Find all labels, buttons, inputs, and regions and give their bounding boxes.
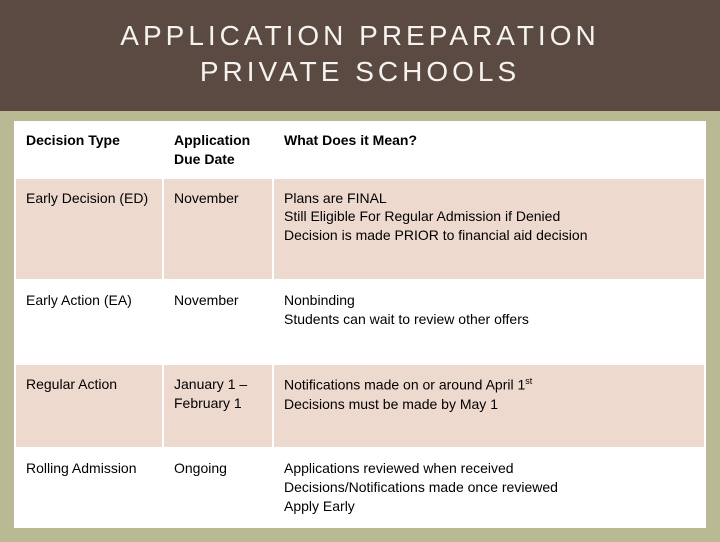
meaning-line: Nonbinding bbox=[284, 292, 355, 308]
meaning-line: Decisions must be made by May 1 bbox=[284, 396, 498, 412]
slide-header: APPLICATION PREPARATION PRIVATE SCHOOLS bbox=[0, 0, 720, 111]
table-row: Early Action (EA) November Nonbinding St… bbox=[15, 280, 705, 364]
meaning-line: Still Eligible For Regular Admission if … bbox=[284, 208, 560, 224]
col-header-decision-type: Decision Type bbox=[15, 122, 163, 178]
cell-meaning: Nonbinding Students can wait to review o… bbox=[273, 280, 705, 364]
cell-meaning: Applications reviewed when received Deci… bbox=[273, 448, 705, 527]
table-row: Regular Action January 1 – February 1 No… bbox=[15, 364, 705, 448]
meaning-line: Plans are FINAL bbox=[284, 190, 387, 206]
cell-decision-type: Rolling Admission bbox=[15, 448, 163, 527]
title-line-2: PRIVATE SCHOOLS bbox=[200, 56, 520, 87]
col-header-due-date: Application Due Date bbox=[163, 122, 273, 178]
meaning-line: Applications reviewed when received bbox=[284, 460, 514, 476]
cell-due-date: November bbox=[163, 178, 273, 281]
cell-due-date: January 1 – February 1 bbox=[163, 364, 273, 448]
col-header-meaning: What Does it Mean? bbox=[273, 122, 705, 178]
meaning-line: Students can wait to review other offers bbox=[284, 311, 529, 327]
meaning-superscript: st bbox=[525, 376, 532, 386]
content-area: Decision Type Application Due Date What … bbox=[0, 111, 720, 542]
table-row: Early Decision (ED) November Plans are F… bbox=[15, 178, 705, 281]
cell-decision-type: Early Action (EA) bbox=[15, 280, 163, 364]
cell-meaning: Notifications made on or around April 1s… bbox=[273, 364, 705, 448]
decision-types-table: Decision Type Application Due Date What … bbox=[14, 121, 706, 528]
cell-due-date: Ongoing bbox=[163, 448, 273, 527]
meaning-line: Apply Early bbox=[284, 498, 355, 514]
meaning-line: Decision is made PRIOR to financial aid … bbox=[284, 227, 587, 243]
cell-meaning: Plans are FINAL Still Eligible For Regul… bbox=[273, 178, 705, 281]
cell-decision-type: Regular Action bbox=[15, 364, 163, 448]
meaning-line: Decisions/Notifications made once review… bbox=[284, 479, 558, 495]
table-row: Rolling Admission Ongoing Applications r… bbox=[15, 448, 705, 527]
cell-due-date: November bbox=[163, 280, 273, 364]
meaning-line: Notifications made on or around April 1 bbox=[284, 377, 525, 393]
title-line-1: APPLICATION PREPARATION bbox=[120, 20, 599, 51]
cell-decision-type: Early Decision (ED) bbox=[15, 178, 163, 281]
table-header-row: Decision Type Application Due Date What … bbox=[15, 122, 705, 178]
slide-title: APPLICATION PREPARATION PRIVATE SCHOOLS bbox=[0, 18, 720, 91]
